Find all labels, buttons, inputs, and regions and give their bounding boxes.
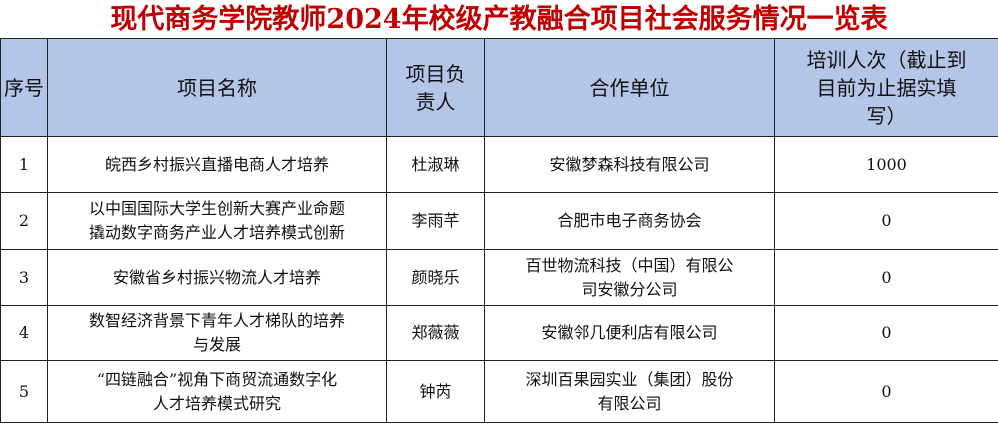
service-table: 序号 项目名称 项目负 责人 合作单位 培训人次（截止到 目前为止据实填 写） … — [0, 38, 998, 423]
header-no: 序号 — [0, 38, 48, 137]
project-leader: 李雨芊 — [386, 192, 485, 250]
project-leader: 颜晓乐 — [386, 249, 485, 306]
partner-organization: 安徽梦森科技有限公司 — [484, 136, 775, 193]
project-name: 皖西乡村振兴直播电商人才培养 — [47, 136, 387, 193]
row-number: 2 — [0, 192, 48, 250]
header-leader: 项目负 责人 — [386, 38, 485, 137]
header-project-name: 项目名称 — [47, 38, 387, 137]
project-name: 数智经济背景下青年人才梯队的培养 与发展 — [47, 305, 387, 361]
project-name: 以中国国际大学生创新大赛产业命题 撬动数字商务产业人才培养模式创新 — [47, 192, 387, 250]
table-header-row: 序号 项目名称 项目负 责人 合作单位 培训人次（截止到 目前为止据实填 写） — [0, 38, 998, 137]
row-number: 5 — [0, 360, 48, 423]
training-count: 0 — [774, 249, 998, 306]
header-partner: 合作单位 — [484, 38, 775, 137]
table-row: 1 皖西乡村振兴直播电商人才培养 杜淑琳 安徽梦森科技有限公司 1000 — [0, 136, 998, 193]
training-count: 0 — [774, 192, 998, 250]
training-count: 1000 — [774, 136, 998, 193]
training-count: 0 — [774, 305, 998, 361]
project-leader: 郑薇薇 — [386, 305, 485, 361]
row-number: 4 — [0, 305, 48, 361]
project-name: 安徽省乡村振兴物流人才培养 — [47, 249, 387, 306]
partner-organization: 百世物流科技（中国）有限公 司安徽分公司 — [484, 249, 775, 306]
row-number: 3 — [0, 249, 48, 306]
project-name: “四链融合”视角下商贸流通数字化 人才培养模式研究 — [47, 360, 387, 423]
partner-organization: 安徽邻几便利店有限公司 — [484, 305, 775, 361]
training-count: 0 — [774, 360, 998, 423]
page-title: 现代商务学院教师2024年校级产教融合项目社会服务情况一览表 — [110, 4, 888, 35]
partner-organization: 深圳百果园实业（集团）股份 有限公司 — [484, 360, 775, 423]
project-leader: 杜淑琳 — [386, 136, 485, 193]
header-training-count: 培训人次（截止到 目前为止据实填 写） — [774, 38, 998, 137]
table-row: 4 数智经济背景下青年人才梯队的培养 与发展 郑薇薇 安徽邻几便利店有限公司 0 — [0, 305, 998, 361]
project-leader: 钟芮 — [386, 360, 485, 423]
partner-organization: 合肥市电子商务协会 — [484, 192, 775, 250]
table-row: 5 “四链融合”视角下商贸流通数字化 人才培养模式研究 钟芮 深圳百果园实业（集团）股… — [0, 360, 998, 423]
row-number: 1 — [0, 136, 48, 193]
table-row: 3 安徽省乡村振兴物流人才培养 颜晓乐 百世物流科技（中国）有限公 司安徽分公司 0 — [0, 249, 998, 306]
table-row: 2 以中国国际大学生创新大赛产业命题 撬动数字商务产业人才培养模式创新 李雨芊 合肥市… — [0, 192, 998, 250]
